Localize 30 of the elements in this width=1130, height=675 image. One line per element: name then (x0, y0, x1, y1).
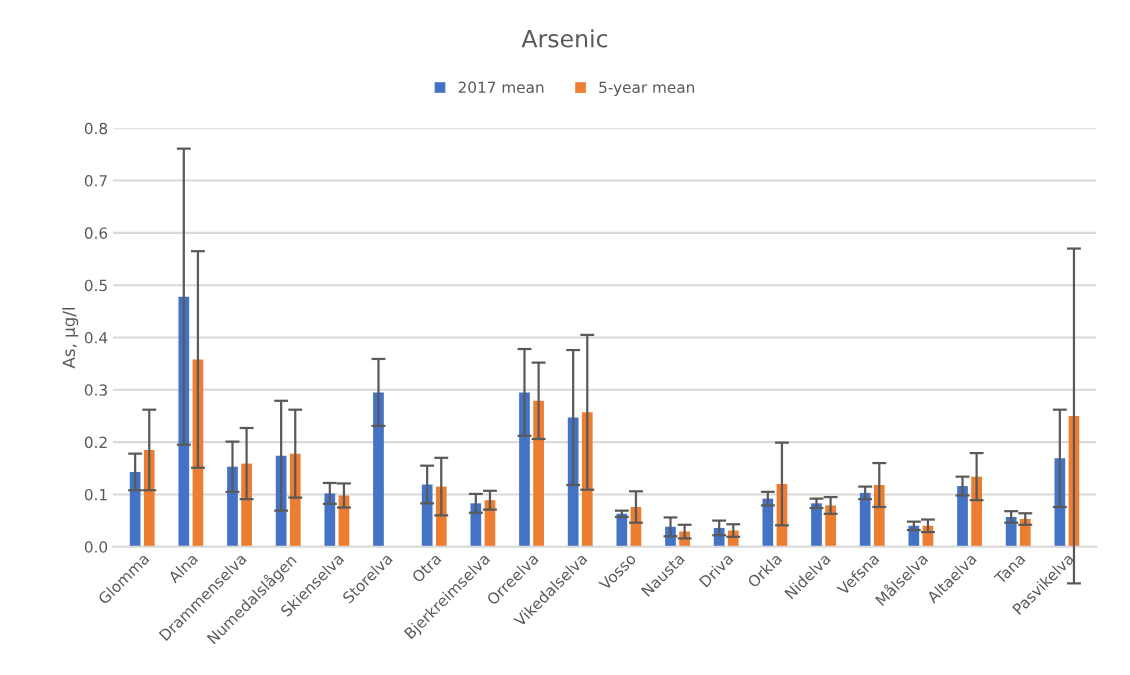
bar (567, 417, 579, 547)
y-tick-label: 0.1 (84, 488, 107, 501)
y-tick-label: 0.3 (84, 384, 107, 396)
bar (533, 400, 544, 547)
legend-label: 5-year mean (599, 81, 695, 97)
y-tick-label: 0.5 (84, 279, 107, 292)
bar (811, 503, 822, 547)
bar (1054, 458, 1066, 547)
y-tick-label: 0.0 (84, 541, 108, 553)
bar (1005, 516, 1017, 547)
bar (825, 505, 836, 547)
bar (957, 486, 968, 547)
bar (762, 498, 774, 547)
y-axis-title: As, µg/l (62, 308, 79, 369)
bar (143, 449, 155, 547)
bar (873, 485, 885, 547)
bar (519, 392, 530, 547)
legend-label: 2017 mean (458, 81, 544, 94)
bar (616, 513, 628, 547)
y-tick-label: 0.8 (84, 122, 108, 135)
bar (859, 492, 871, 547)
y-tick-label: 0.6 (84, 227, 108, 239)
y-tick-label: 0.4 (84, 331, 108, 344)
bar (373, 392, 384, 547)
bar (971, 476, 982, 547)
bar (470, 503, 482, 547)
chart-title: Arsenic (521, 29, 608, 48)
y-tick-label: 0.7 (84, 175, 107, 187)
y-tick-label: 0.2 (84, 436, 107, 449)
bar (324, 493, 336, 547)
